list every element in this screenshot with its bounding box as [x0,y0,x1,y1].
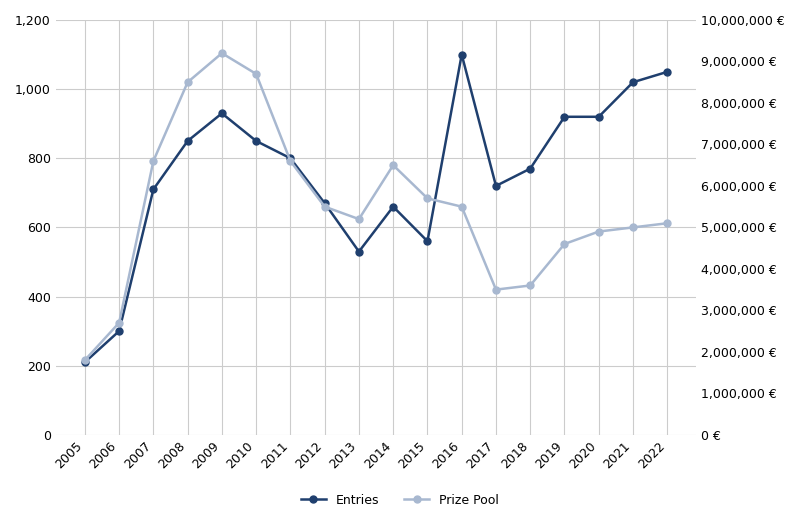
Entries [662,69,672,75]
Prize Pool [286,158,295,164]
Prize Pool [354,216,364,222]
Entries [594,113,603,120]
Entries [149,186,158,192]
Line: Prize Pool: Prize Pool [82,50,670,363]
Prize Pool [526,282,535,289]
Entries [114,328,124,334]
Prize Pool [594,229,603,235]
Entries [526,165,535,172]
Prize Pool [149,158,158,164]
Prize Pool [183,79,193,85]
Prize Pool [662,220,672,226]
Prize Pool [628,224,638,231]
Entries [80,359,90,366]
Prize Pool [114,320,124,326]
Entries [457,51,466,58]
Prize Pool [388,162,398,168]
Entries [560,113,570,120]
Prize Pool [80,357,90,363]
Prize Pool [560,241,570,247]
Entries [286,155,295,162]
Prize Pool [422,195,432,201]
Entries [320,200,330,207]
Entries [251,138,261,144]
Entries [388,203,398,210]
Prize Pool [491,287,501,293]
Entries [491,183,501,189]
Prize Pool [217,50,226,56]
Line: Entries: Entries [82,51,670,366]
Legend: Entries, Prize Pool: Entries, Prize Pool [296,488,504,511]
Prize Pool [457,203,466,210]
Entries [183,138,193,144]
Entries [422,238,432,244]
Entries [354,248,364,255]
Entries [628,79,638,85]
Prize Pool [320,203,330,210]
Entries [217,110,226,117]
Prize Pool [251,71,261,77]
